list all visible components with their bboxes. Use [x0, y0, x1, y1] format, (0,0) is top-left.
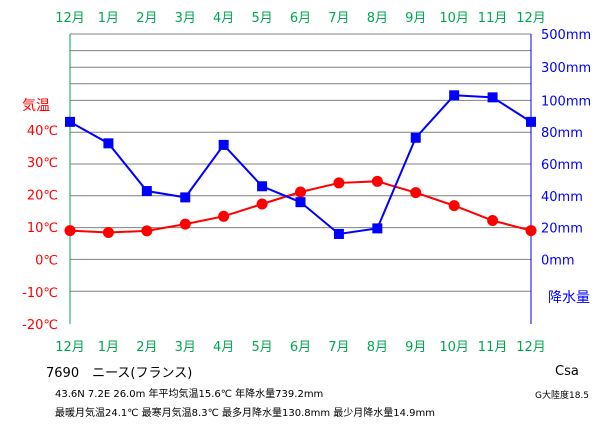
precipitation-point	[180, 192, 191, 203]
precipitation-point	[410, 132, 421, 143]
y-right-tick: 100mm	[541, 94, 591, 109]
y-left-title: 気温	[22, 98, 50, 114]
precipitation-point	[372, 223, 383, 234]
y-right-tick: 80mm	[541, 126, 583, 141]
month-label-bottom: 3月	[175, 340, 196, 355]
month-label-top: 11月	[478, 11, 508, 26]
temperature-point	[487, 215, 499, 227]
month-label-top: 12月	[55, 11, 85, 26]
temperature-point	[179, 218, 191, 230]
month-label-bottom: 7月	[328, 340, 349, 355]
y-left-tick: 40℃	[27, 124, 58, 139]
month-label-top: 8月	[367, 11, 388, 26]
precipitation-line	[69, 94, 532, 236]
precipitation-point	[333, 228, 344, 239]
precipitation-point	[487, 92, 498, 103]
month-label-top: 5月	[251, 11, 272, 26]
temperature-point	[410, 187, 422, 199]
month-label-bottom: 2月	[136, 340, 157, 355]
month-label-bottom: 12月	[55, 340, 85, 355]
month-label-bottom: 5月	[251, 340, 272, 355]
y-right-tick: 40mm	[541, 190, 583, 205]
month-label-bottom: 12月	[516, 340, 546, 355]
grid-lines	[70, 33, 531, 292]
month-label-bottom: 1月	[98, 340, 119, 355]
y-right-tick: 20mm	[541, 222, 583, 237]
precipitation-point	[218, 139, 229, 150]
y-left-tick: 30℃	[27, 156, 58, 171]
temperature-point	[64, 225, 76, 237]
temperature-point	[218, 210, 230, 222]
month-label-top: 3月	[175, 11, 196, 26]
station-summary: 43.6N 7.2E 26.0m 年平均気温15.6℃ 年降水量739.2mm	[55, 389, 324, 400]
month-label-top: 1月	[98, 11, 119, 26]
temperature-point	[525, 225, 537, 237]
month-label-top: 6月	[290, 11, 311, 26]
y-right-tick: 500mm	[541, 28, 591, 43]
temperature-point	[333, 177, 345, 189]
temperature-point	[295, 186, 306, 198]
y-left-tick: 10℃	[27, 221, 58, 236]
month-label-top: 12月	[516, 11, 546, 26]
temperature-point	[141, 225, 153, 237]
y-left-tick: 0℃	[35, 253, 58, 268]
precipitation-point	[65, 116, 75, 127]
temperature-point	[256, 198, 268, 210]
continentality-index: G大陸度18.5	[535, 391, 590, 401]
month-label-top: 9月	[405, 11, 426, 26]
station-name: 7690 ニース(フランス)	[46, 366, 193, 381]
y-right-title: 降水量	[548, 290, 590, 306]
y-left-tick: 20℃	[27, 189, 58, 204]
data-series	[64, 90, 537, 239]
month-label-top: 10月	[439, 11, 469, 26]
y-right-tick: 60mm	[541, 158, 583, 173]
climate-class: Csa	[555, 364, 579, 379]
month-label-bottom: 9月	[405, 340, 426, 355]
y-right-tick: 300mm	[541, 61, 591, 76]
axis-labels: 12月 12月 1月 1月 2月 2月 3月 3月 4月 4月 5月 5月 6月 6月 7月 7月 8月 8月 9月…	[22, 11, 591, 355]
axes	[69, 34, 532, 324]
month-label-bottom: 11月	[478, 340, 508, 355]
y-left-tick: -10℃	[22, 286, 58, 301]
precipitation-point	[526, 116, 536, 127]
y-left-tick: -20℃	[22, 318, 58, 333]
precipitation-point	[103, 138, 114, 149]
month-label-bottom: 8月	[367, 340, 388, 355]
month-label-bottom: 4月	[213, 340, 234, 355]
station-extremes: 最暖月気温24.1℃ 最寒月気温8.3℃ 最多月降水量130.8mm 最少月降水…	[55, 408, 436, 419]
temperature-point	[371, 175, 383, 187]
month-label-top: 2月	[136, 11, 157, 26]
month-label-bottom: 6月	[290, 340, 311, 355]
month-label-top: 4月	[213, 11, 234, 26]
precipitation-point	[449, 90, 460, 101]
month-label-bottom: 10月	[439, 340, 469, 355]
temperature-point	[448, 200, 460, 212]
y-right-tick: 0mm	[541, 253, 575, 268]
month-label-top: 7月	[328, 11, 349, 26]
precipitation-point	[141, 186, 152, 197]
precipitation-point	[257, 181, 268, 192]
temperature-point	[102, 227, 114, 239]
precipitation-point	[295, 197, 306, 208]
